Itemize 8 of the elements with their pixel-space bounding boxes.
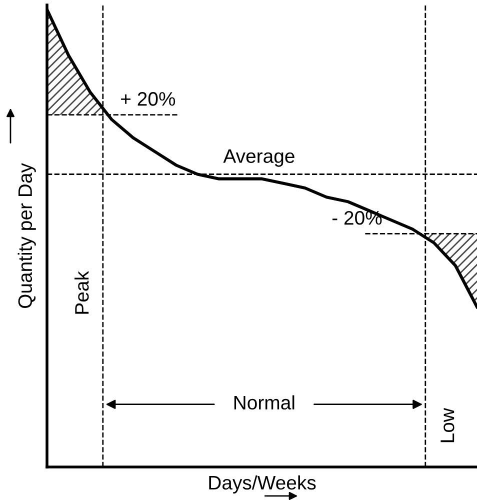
annotation: - 20% (332, 210, 382, 225)
annotation: Peak (74, 270, 89, 314)
annotation: Low (440, 408, 454, 442)
x-axis-title: Days/Weeks (209, 475, 316, 494)
annotation: + 20% (121, 92, 176, 106)
annotation: Normal (234, 395, 294, 410)
ref-line-label: Average (223, 149, 294, 167)
y-axis-title: Quantity per Day (18, 163, 36, 308)
